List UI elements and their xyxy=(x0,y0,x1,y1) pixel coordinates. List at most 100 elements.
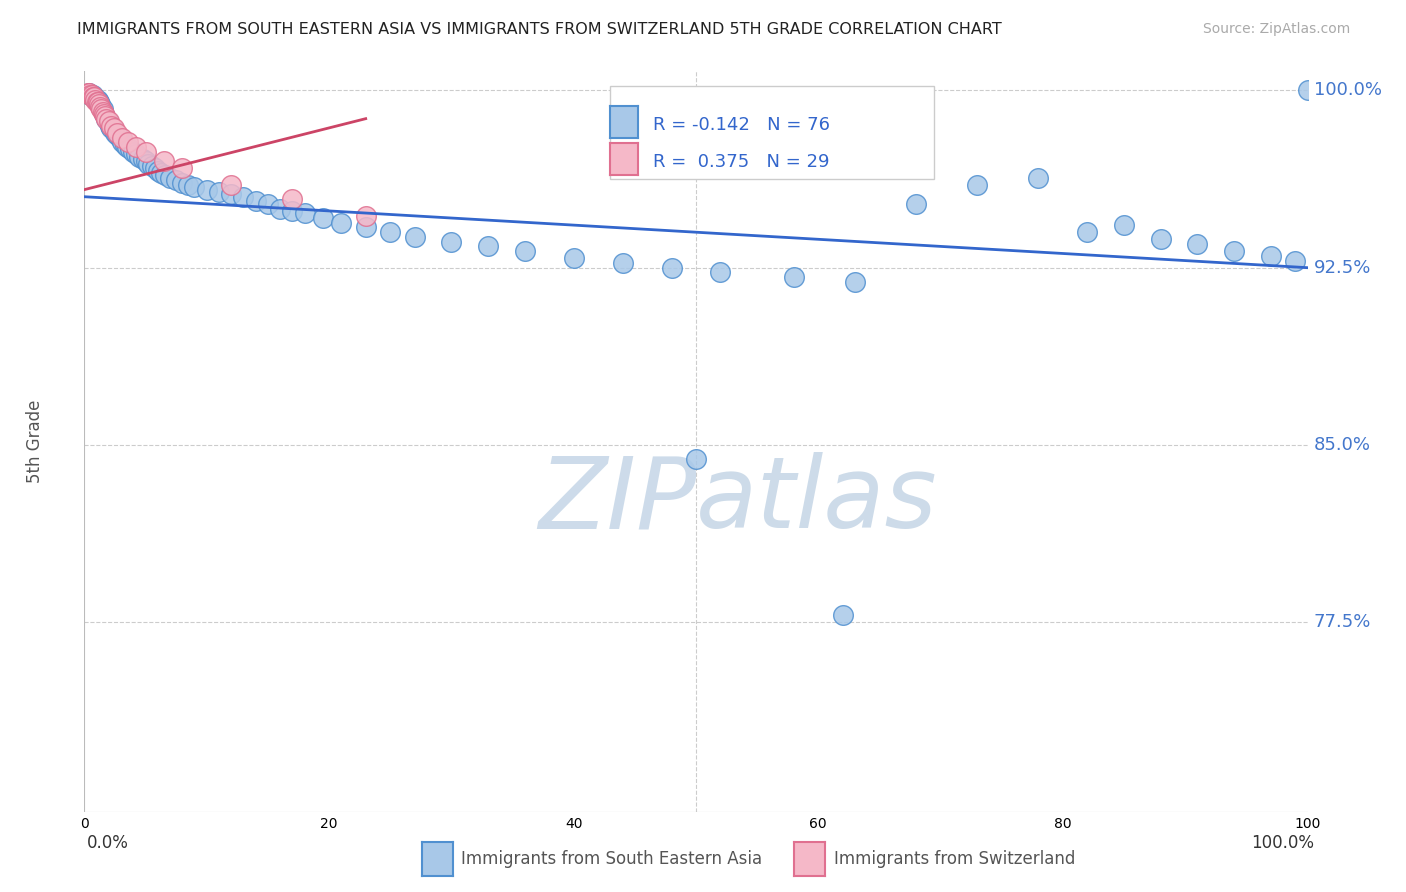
Text: 0.0%: 0.0% xyxy=(87,834,129,852)
Point xyxy=(89,97,111,112)
Point xyxy=(115,140,138,154)
Point xyxy=(82,88,104,103)
Text: Source: ZipAtlas.com: Source: ZipAtlas.com xyxy=(1202,22,1350,37)
Point xyxy=(98,119,121,133)
Point xyxy=(93,107,115,121)
Point xyxy=(257,196,280,211)
Text: Immigrants from Switzerland: Immigrants from Switzerland xyxy=(834,850,1076,868)
Point xyxy=(77,86,100,100)
Point xyxy=(89,100,111,114)
Point xyxy=(83,90,105,104)
Point xyxy=(90,100,112,114)
Point xyxy=(80,88,103,103)
Point xyxy=(84,93,107,107)
Point xyxy=(172,161,194,176)
Point xyxy=(97,114,120,128)
Point xyxy=(77,86,100,100)
Point xyxy=(93,107,115,121)
Point xyxy=(143,161,166,176)
Point xyxy=(91,102,114,116)
Point xyxy=(195,183,218,197)
Point xyxy=(100,121,122,136)
Point xyxy=(150,166,173,180)
Text: 100.0%: 100.0% xyxy=(1313,81,1382,99)
Point xyxy=(97,116,120,130)
Point xyxy=(709,265,731,279)
Point xyxy=(125,147,148,161)
Point xyxy=(87,97,110,112)
Point xyxy=(153,154,176,169)
Point xyxy=(94,109,117,123)
Point xyxy=(108,130,131,145)
Point xyxy=(100,119,122,133)
Point xyxy=(83,90,105,104)
Point xyxy=(1223,244,1246,259)
Point xyxy=(1076,225,1098,239)
Point xyxy=(219,178,242,192)
Text: atlas: atlas xyxy=(696,452,938,549)
Text: 77.5%: 77.5% xyxy=(1313,614,1371,632)
Point xyxy=(114,137,136,152)
Point xyxy=(172,176,194,190)
Point xyxy=(281,203,304,218)
Point xyxy=(1187,237,1209,252)
Point xyxy=(165,173,187,187)
Point xyxy=(103,123,125,137)
Point xyxy=(177,178,200,192)
Point xyxy=(103,121,125,136)
Point xyxy=(132,152,155,166)
Point xyxy=(117,136,139,150)
Point xyxy=(96,112,118,126)
Point xyxy=(1028,170,1050,185)
Point xyxy=(1260,249,1282,263)
Point xyxy=(111,130,134,145)
Text: Immigrants from South Eastern Asia: Immigrants from South Eastern Asia xyxy=(461,850,762,868)
Point xyxy=(91,104,114,119)
Point xyxy=(136,156,159,170)
Point xyxy=(612,256,634,270)
Point xyxy=(513,244,536,259)
Point xyxy=(79,88,101,103)
Point xyxy=(122,145,145,159)
Point xyxy=(661,260,683,275)
Text: R = -0.142   N = 76: R = -0.142 N = 76 xyxy=(654,116,830,134)
Point xyxy=(118,143,141,157)
Point xyxy=(128,149,150,163)
Point xyxy=(844,275,866,289)
FancyBboxPatch shape xyxy=(610,87,935,178)
Point xyxy=(562,251,585,265)
Text: 5th Grade: 5th Grade xyxy=(27,400,45,483)
Text: R =  0.375   N = 29: R = 0.375 N = 29 xyxy=(654,153,830,170)
Text: 100.0%: 100.0% xyxy=(1251,834,1315,852)
Point xyxy=(111,136,134,150)
Point xyxy=(104,126,127,140)
Point xyxy=(146,163,169,178)
Point xyxy=(86,95,108,109)
Point xyxy=(354,220,377,235)
Point xyxy=(183,180,205,194)
Point xyxy=(831,608,853,623)
Point xyxy=(294,206,316,220)
Point xyxy=(79,88,101,103)
Point xyxy=(1150,232,1173,246)
Point xyxy=(77,86,100,100)
Text: 92.5%: 92.5% xyxy=(1313,259,1371,277)
Point xyxy=(245,194,267,209)
Point xyxy=(87,95,110,109)
Point xyxy=(783,270,806,285)
Point xyxy=(87,93,110,107)
Point xyxy=(281,192,304,206)
Point xyxy=(135,154,157,169)
Point xyxy=(82,90,104,104)
Point xyxy=(354,209,377,223)
Point xyxy=(966,178,988,192)
Point xyxy=(90,102,112,116)
Point xyxy=(159,170,181,185)
Point xyxy=(1296,83,1319,97)
Point xyxy=(269,202,291,216)
Point xyxy=(404,230,426,244)
Point xyxy=(141,159,163,173)
Point xyxy=(1284,253,1306,268)
Text: IMMIGRANTS FROM SOUTH EASTERN ASIA VS IMMIGRANTS FROM SWITZERLAND 5TH GRADE CORR: IMMIGRANTS FROM SOUTH EASTERN ASIA VS IM… xyxy=(77,22,1002,37)
Point xyxy=(330,216,353,230)
